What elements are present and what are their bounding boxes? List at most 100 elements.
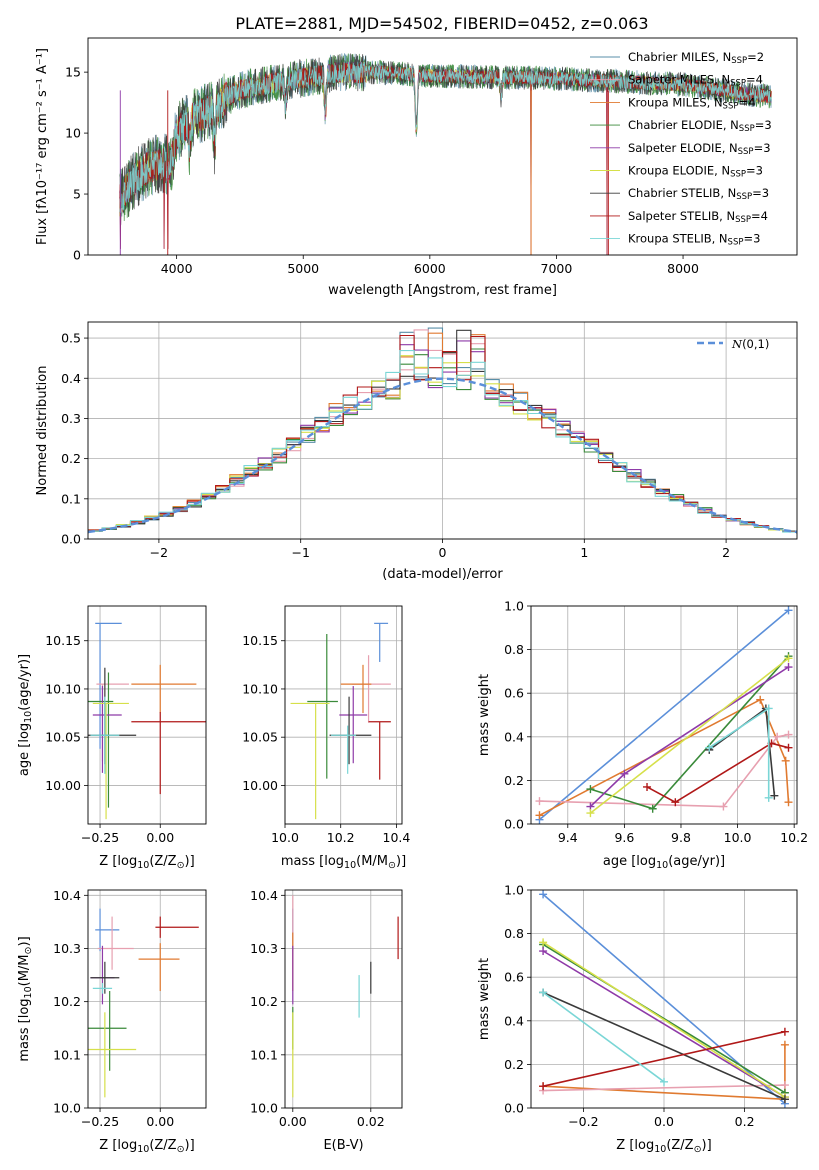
y-axis-label: mass weight (477, 674, 492, 756)
axes-spectrum: 4000 5000 6000 7000 8000 0 5 10 15 wavelength [An… (35, 37, 798, 298)
x-tick-label: 10.0 (724, 830, 752, 845)
gaussian-curve (88, 377, 797, 534)
x-tick-label: 0 (439, 545, 447, 560)
axes-weight-vs-Z: −0.2 0.0 0.2 0.0 0.2 0.4 0.6 0.8 1.0 Z [log10(Z/Z… (477, 883, 798, 1155)
weight-marker (671, 798, 680, 807)
axes-mass-vs-EBV: 0.00 0.02 10.0 10.1 10.2 10.3 10.4 E(B-V) (250, 888, 403, 1153)
x-tick-label: 0.2 (735, 1114, 755, 1129)
weight-marker (780, 1027, 789, 1036)
y-tick-label: 0.4 (61, 371, 81, 386)
legend-entry: N(0,1) (731, 337, 769, 351)
weight-marker (770, 791, 779, 800)
x-tick-label: 10.0 (271, 830, 299, 845)
axes-frame (530, 605, 798, 825)
weight-marker (764, 793, 773, 802)
weight-marker (539, 890, 548, 899)
weight-marker (535, 797, 544, 806)
x-tick-label: 10.4 (383, 830, 411, 845)
y-tick-label: 0.4 (504, 1013, 524, 1028)
weight-marker (705, 743, 714, 752)
weight-marker (773, 732, 782, 741)
legend-entry: Chabrier MILES, NSSP=2 (628, 50, 764, 66)
x-tick-label: 9.8 (671, 830, 691, 845)
y-tick-label: 0.8 (504, 642, 524, 657)
x-axis-label: Z [log10(Z/Z⊙)] (99, 1138, 194, 1155)
x-axis-label: Z [log10(Z/Z⊙)] (99, 854, 194, 871)
legend-entry: Kroupa ELODIE, NSSP=3 (628, 164, 763, 180)
legend: N(0,1) (697, 337, 769, 351)
axes-weight-vs-age: 9.4 9.6 9.8 10.0 10.2 0.0 0.2 0.4 0.6 0.8 1.0 age [… (477, 599, 808, 871)
plot-area (535, 606, 793, 824)
x-axis-label: Z [log10(Z/Z⊙)] (616, 1138, 711, 1155)
weight-line-5 (542, 950, 786, 1098)
legend-entry: Kroupa MILES, NSSP=4 (628, 95, 755, 111)
weight-marker (784, 730, 793, 739)
axes-age-vs-Z: −0.25 0.00 10.00 10.05 10.10 10.15 Z [log10(Z/… (17, 605, 207, 871)
y-tick-label: 10.3 (250, 941, 278, 956)
axes-frame (87, 321, 798, 540)
weight-marker (764, 704, 773, 713)
x-axis-label: E(B-V) (323, 1138, 363, 1153)
spectrum-line-9 (119, 61, 772, 213)
plot-area (88, 622, 206, 820)
weight-marker (784, 606, 793, 615)
y-tick-label: 0.0 (504, 1101, 524, 1116)
weight-line-6 (589, 657, 789, 814)
weight-line-1 (538, 609, 790, 821)
legend-entry: Chabrier STELIB, NSSP=3 (628, 186, 769, 202)
weight-marker (780, 1095, 789, 1104)
weight-line-8 (646, 742, 789, 804)
y-tick-label: 10.05 (45, 730, 81, 745)
weight-line-4 (542, 943, 786, 1094)
x-tick-label: −1 (291, 545, 309, 560)
y-tick-label: 0 (73, 248, 81, 263)
axes-frame (87, 37, 798, 256)
y-tick-label: 0.2 (61, 451, 81, 466)
weight-marker (620, 769, 629, 778)
weight-marker (781, 756, 790, 765)
weight-marker (586, 785, 595, 794)
legend-entry: Salpeter STELIB, NSSP=4 (628, 209, 768, 225)
weight-marker (780, 1081, 789, 1090)
plot-area (539, 890, 789, 1108)
y-tick-label: 0.1 (61, 491, 81, 506)
weight-marker (784, 663, 793, 672)
plot-area (88, 327, 797, 534)
y-tick-label: 10.2 (53, 994, 81, 1009)
weight-marker (539, 988, 548, 997)
y-tick-label: 10.4 (53, 888, 81, 903)
y-axis-label: Flux [fλ10⁻¹⁷ erg cm⁻² s⁻¹ A⁻¹] (35, 48, 50, 245)
plot-area (88, 908, 199, 1098)
y-tick-label: 10.0 (53, 1101, 81, 1116)
y-tick-label: 10.00 (242, 778, 278, 793)
weight-marker (660, 1077, 668, 1086)
weight-marker (756, 695, 765, 704)
weight-line-9 (542, 991, 665, 1083)
legend: Chabrier MILES, NSSP=2 Salpeter MILES, NS… (590, 50, 772, 248)
weight-marker (780, 1040, 789, 1049)
weight-marker (784, 743, 793, 752)
weight-line-8 (542, 1030, 786, 1087)
x-tick-label: 0.00 (279, 1114, 307, 1129)
x-tick-label: 0.02 (357, 1114, 385, 1129)
weight-marker (784, 798, 793, 807)
axes-residuals: −2 −1 0 1 2 0.0 0.1 0.2 0.3 0.4 0.5 (data-model)/er… (35, 321, 798, 582)
weight-line-3 (543, 1084, 785, 1092)
y-tick-label: 0.8 (504, 926, 524, 941)
y-tick-label: 0.0 (61, 532, 81, 547)
figure-title: PLATE=2881, MJD=54502, FIBERID=0452, z=0… (235, 14, 648, 33)
weight-marker (535, 811, 544, 820)
x-axis-label: mass [log10(M/M⊙)] (281, 854, 406, 871)
y-tick-label: 15 (65, 65, 81, 80)
y-tick-label: 0.6 (504, 970, 524, 985)
axes-mass-vs-Z: −0.25 0.00 10.0 10.1 10.2 10.3 10.4 Z [log10(Z/… (17, 888, 207, 1155)
legend-entry: Salpeter ELODIE, NSSP=3 (628, 141, 771, 157)
y-axis-label: age [log10(age/yr)] (17, 654, 34, 776)
legend-entry: Salpeter MILES, NSSP=4 (628, 73, 763, 89)
y-tick-label: 10 (65, 126, 81, 141)
axes-age-vs-mass: 10.0 10.2 10.4 10.00 10.05 10.10 10.15 mass [lo… (242, 605, 411, 871)
y-tick-label: 0.6 (504, 686, 524, 701)
x-tick-label: 9.4 (558, 830, 578, 845)
x-tick-label: 0.0 (654, 1114, 674, 1129)
